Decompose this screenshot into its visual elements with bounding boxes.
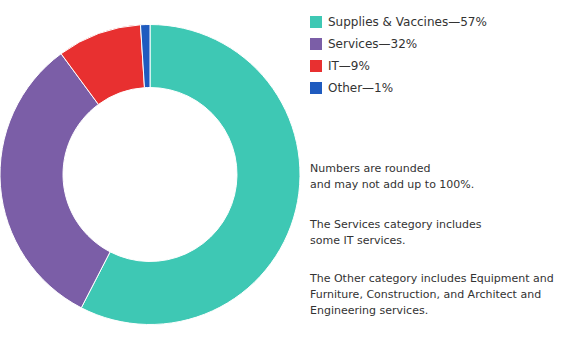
note: The Other category includes Equipment an…	[309, 272, 554, 317]
legend-swatch	[310, 16, 322, 28]
legend-swatch	[310, 38, 322, 50]
slices	[0, 25, 300, 325]
legend-swatch	[310, 82, 322, 94]
legend-label: Other—1%	[328, 81, 393, 95]
note: The Services category includessome IT se…	[309, 218, 482, 247]
chart: Supplies & Vaccines—57% Services—32% IT—9%…	[0, 0, 578, 349]
legend-label: IT—9%	[328, 59, 370, 73]
legend-swatch	[310, 60, 322, 72]
legend-label: Supplies & Vaccines—57%	[328, 15, 487, 29]
slice	[140, 25, 150, 88]
note: Numbers are roundedand may not add up to…	[310, 162, 474, 191]
legend-label: Services—32%	[328, 37, 417, 51]
slice	[61, 25, 144, 105]
legend: Supplies & Vaccines—57% Services—32% IT—9%…	[310, 15, 487, 95]
